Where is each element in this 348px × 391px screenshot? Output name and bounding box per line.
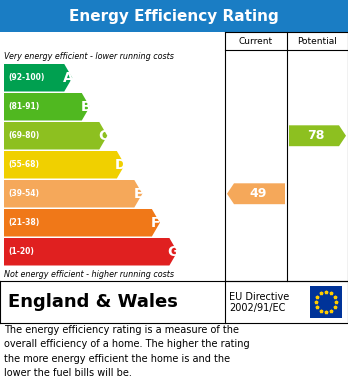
Text: C: C xyxy=(98,129,109,143)
Text: 78: 78 xyxy=(307,129,324,142)
Polygon shape xyxy=(4,209,160,237)
Text: A: A xyxy=(63,71,74,85)
Bar xyxy=(0,0,348,32)
Polygon shape xyxy=(227,183,285,204)
Text: The energy efficiency rating is a measure of the
overall efficiency of a home. T: The energy efficiency rating is a measur… xyxy=(4,325,250,378)
Text: (92-100): (92-100) xyxy=(8,73,45,82)
Text: EU Directive: EU Directive xyxy=(229,292,289,302)
Polygon shape xyxy=(4,238,177,265)
Text: 49: 49 xyxy=(250,187,267,200)
Text: E: E xyxy=(134,187,143,201)
Text: G: G xyxy=(168,245,179,259)
Text: Energy Efficiency Rating: Energy Efficiency Rating xyxy=(69,9,279,23)
Polygon shape xyxy=(4,64,72,91)
Text: (81-91): (81-91) xyxy=(8,102,39,111)
Text: (69-80): (69-80) xyxy=(8,131,39,140)
Text: (39-54): (39-54) xyxy=(8,189,39,198)
Polygon shape xyxy=(4,180,142,208)
Text: England & Wales: England & Wales xyxy=(8,293,178,311)
Text: (1-20): (1-20) xyxy=(8,247,34,256)
Polygon shape xyxy=(289,125,346,146)
Text: Not energy efficient - higher running costs: Not energy efficient - higher running co… xyxy=(4,270,174,279)
Text: 2002/91/EC: 2002/91/EC xyxy=(229,303,285,313)
Polygon shape xyxy=(4,122,107,149)
Polygon shape xyxy=(4,151,125,179)
Text: D: D xyxy=(115,158,127,172)
Text: (21-38): (21-38) xyxy=(8,218,39,227)
Text: Very energy efficient - lower running costs: Very energy efficient - lower running co… xyxy=(4,52,174,61)
Text: Potential: Potential xyxy=(298,36,338,45)
Text: F: F xyxy=(151,216,161,230)
Polygon shape xyxy=(4,93,90,120)
Text: (55-68): (55-68) xyxy=(8,160,39,169)
Bar xyxy=(310,286,342,318)
Text: B: B xyxy=(80,100,91,114)
Text: Current: Current xyxy=(239,36,273,45)
